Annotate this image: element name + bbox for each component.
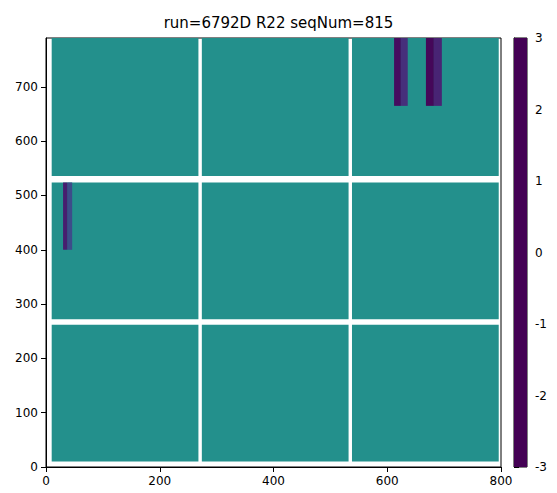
svg-text:500: 500 xyxy=(15,188,38,202)
svg-text:700: 700 xyxy=(15,80,38,94)
svg-text:400: 400 xyxy=(15,243,38,257)
svg-text:600: 600 xyxy=(15,134,38,148)
svg-text:300: 300 xyxy=(15,297,38,311)
svg-text:-2: -2 xyxy=(535,389,547,403)
svg-text:400: 400 xyxy=(262,474,285,488)
svg-text:2: 2 xyxy=(535,103,543,117)
svg-text:-1: -1 xyxy=(535,317,547,331)
svg-text:0: 0 xyxy=(30,460,38,474)
svg-text:0: 0 xyxy=(42,474,50,488)
svg-text:0: 0 xyxy=(535,246,543,260)
svg-text:3: 3 xyxy=(535,31,543,45)
svg-text:800: 800 xyxy=(490,474,513,488)
svg-text:100: 100 xyxy=(15,406,38,420)
svg-text:-3: -3 xyxy=(535,460,547,474)
svg-text:1: 1 xyxy=(535,174,543,188)
svg-text:600: 600 xyxy=(376,474,399,488)
svg-text:200: 200 xyxy=(148,474,171,488)
svg-text:200: 200 xyxy=(15,351,38,365)
svg-text:run=6792D R22 seqNum=815: run=6792D R22 seqNum=815 xyxy=(164,14,394,32)
